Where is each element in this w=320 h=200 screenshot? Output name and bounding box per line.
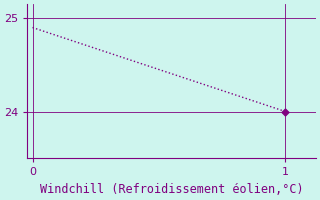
X-axis label: Windchill (Refroidissement éolien,°C): Windchill (Refroidissement éolien,°C) xyxy=(40,183,303,196)
